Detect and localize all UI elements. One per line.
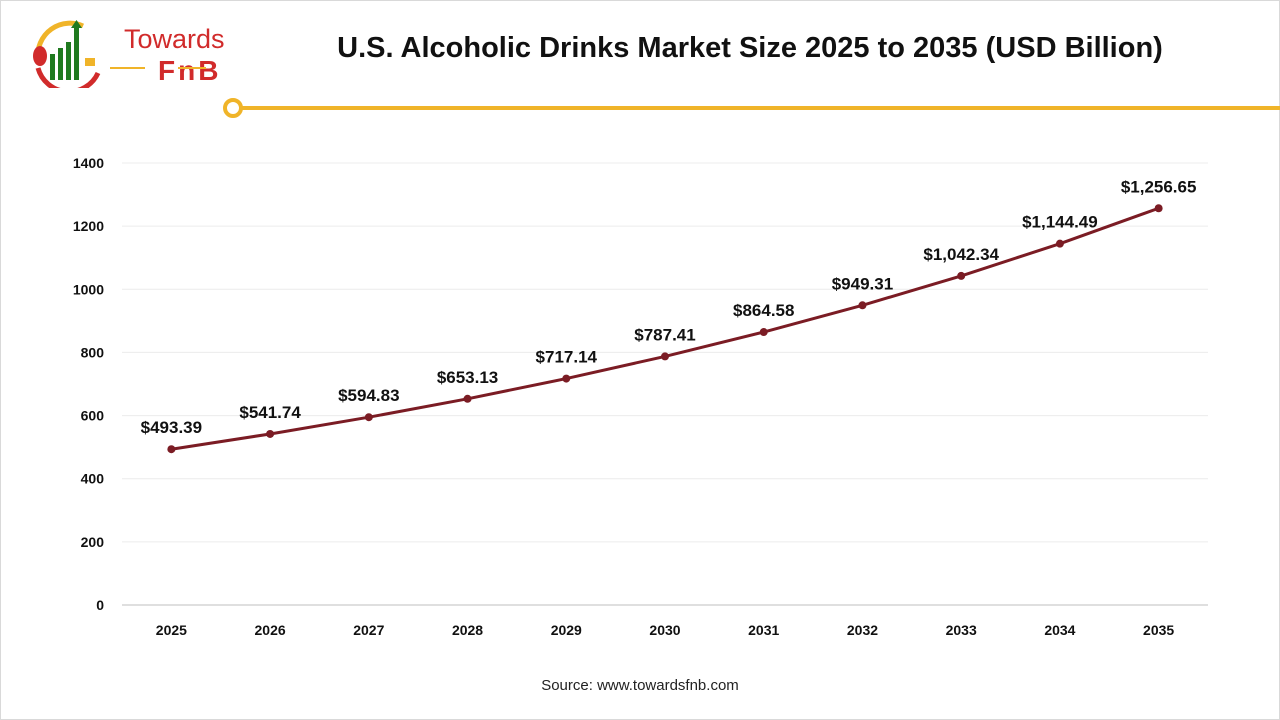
data-label: $717.14: [536, 348, 598, 367]
x-tick-label: 2029: [551, 622, 582, 638]
y-tick-label: 0: [96, 597, 104, 613]
data-label: $1,042.34: [923, 245, 999, 264]
data-point: [167, 445, 176, 454]
x-tick-label: 2025: [156, 622, 187, 638]
data-label: $493.39: [141, 418, 202, 437]
y-tick-label: 800: [81, 344, 105, 360]
data-point: [266, 429, 275, 438]
logo-text-fnb: FnB: [158, 55, 222, 86]
data-label: $653.13: [437, 368, 498, 387]
data-label: $787.41: [634, 325, 695, 344]
data-label: $1,256.65: [1121, 177, 1197, 196]
x-tick-label: 2033: [946, 622, 977, 638]
data-point: [364, 413, 373, 422]
data-point: [661, 352, 669, 361]
source-note: Source: www.towardsfnb.com: [541, 677, 739, 694]
data-point: [759, 328, 768, 337]
data-label: $541.74: [239, 403, 301, 422]
data-label: $864.58: [733, 301, 794, 320]
x-tick-label: 2032: [847, 622, 878, 638]
data-label: $594.83: [338, 386, 399, 405]
y-tick-label: 1000: [73, 281, 104, 297]
y-tick-label: 1400: [73, 155, 104, 171]
y-tick-label: 400: [81, 471, 105, 487]
x-tick-label: 2030: [649, 622, 680, 638]
x-tick-label: 2035: [1143, 622, 1174, 638]
x-tick-label: 2026: [255, 622, 286, 638]
logo-text-towards: Towards: [124, 24, 225, 54]
y-tick-label: 1200: [73, 218, 104, 234]
data-point: [957, 271, 966, 280]
data-point: [1154, 204, 1163, 213]
x-tick-label: 2031: [748, 622, 779, 638]
data-point: [562, 374, 571, 383]
chart-title: U.S. Alcoholic Drinks Market Size 2025 t…: [337, 32, 1163, 64]
towards-fnb-logo: Towards FnB: [28, 18, 225, 95]
data-label: $1,144.49: [1022, 213, 1098, 232]
x-tick-label: 2027: [353, 622, 384, 638]
accent-circle: [223, 98, 243, 118]
data-point: [1055, 239, 1064, 248]
x-tick-label: 2034: [1044, 622, 1075, 638]
data-point: [858, 301, 867, 310]
y-tick-label: 600: [81, 408, 105, 424]
logo-icon: [33, 20, 101, 95]
data-label: $949.31: [832, 274, 893, 293]
y-tick-label: 200: [81, 534, 105, 550]
data-point: [463, 394, 472, 403]
x-tick-label: 2028: [452, 622, 483, 638]
